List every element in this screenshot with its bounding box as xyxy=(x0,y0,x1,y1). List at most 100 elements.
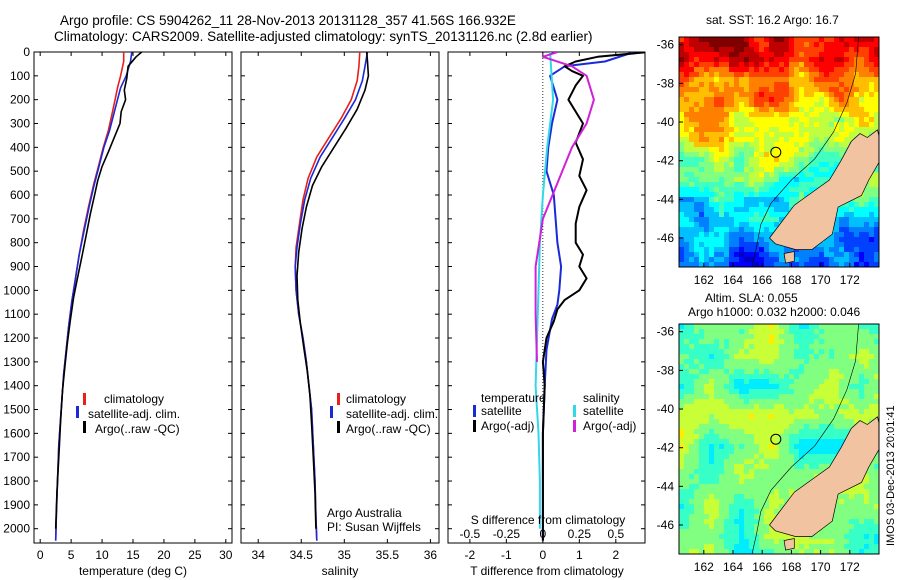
map-cell xyxy=(789,197,795,203)
map-cell xyxy=(744,137,750,143)
map-cell xyxy=(784,57,790,63)
map-cell xyxy=(734,424,740,430)
map-cell xyxy=(849,252,855,258)
map-cell xyxy=(784,142,790,148)
map-cell xyxy=(814,117,820,123)
map-y-tick-label: -46 xyxy=(657,518,675,532)
map-cell xyxy=(819,454,825,460)
x-tick-label: 0 xyxy=(37,548,44,562)
map-cell xyxy=(684,187,690,193)
map-cell xyxy=(834,364,840,370)
map-cell xyxy=(769,117,775,123)
map-cell xyxy=(859,52,865,58)
map-cell xyxy=(734,137,740,143)
map-cell xyxy=(699,359,705,365)
map-cell xyxy=(854,534,860,540)
map-cell xyxy=(694,237,700,243)
map-cell xyxy=(744,147,750,153)
map-cell xyxy=(774,389,780,395)
map-cell xyxy=(869,394,875,400)
sla-map-image xyxy=(679,324,879,554)
map-cell xyxy=(689,389,695,395)
map-cell xyxy=(874,399,879,405)
map-cell xyxy=(689,504,695,510)
sst-map-ticks: 162 164 166 168 170 172-36-38-40-42-44-46 xyxy=(657,38,860,287)
map-cell xyxy=(859,237,865,243)
map-cell xyxy=(694,499,700,505)
map-cell xyxy=(769,62,775,68)
map-cell xyxy=(769,177,775,183)
map-cell xyxy=(799,57,805,63)
map-cell xyxy=(779,77,785,83)
map-cell xyxy=(729,524,735,530)
map-cell xyxy=(839,389,845,395)
legend-title-temperature: temperature xyxy=(481,391,546,405)
map-cell xyxy=(679,389,685,395)
map-cell xyxy=(679,354,685,360)
map-cell xyxy=(679,162,685,168)
map-cell xyxy=(859,87,865,93)
map-cell xyxy=(709,509,715,515)
map-cell xyxy=(709,147,715,153)
map-cell xyxy=(829,152,835,158)
map-cell xyxy=(759,102,765,108)
land-mass-small xyxy=(783,538,795,551)
map-cell xyxy=(814,47,820,53)
map-cell xyxy=(719,187,725,193)
map-cell xyxy=(734,182,740,188)
map-cell xyxy=(689,137,695,143)
map-cell xyxy=(789,172,795,178)
map-cell xyxy=(814,369,820,375)
map-cell xyxy=(734,474,740,480)
map-cell xyxy=(694,369,700,375)
map-cell xyxy=(684,52,690,58)
map-cell xyxy=(789,329,795,335)
map-cell xyxy=(819,152,825,158)
map-cell xyxy=(789,414,795,420)
map-cell xyxy=(694,242,700,248)
map-cell xyxy=(744,414,750,420)
map-cell xyxy=(829,77,835,83)
series-line-climatology xyxy=(54,52,125,541)
legend-swatch-satellite xyxy=(76,406,79,418)
map-cell xyxy=(854,519,860,525)
map-cell xyxy=(754,257,760,263)
map-cell xyxy=(814,469,820,475)
map-cell xyxy=(819,529,825,535)
map-cell xyxy=(819,364,825,370)
map-cell xyxy=(704,399,710,405)
map-cell xyxy=(854,37,860,43)
map-cell xyxy=(779,217,785,223)
map-cell xyxy=(844,67,850,73)
map-cell xyxy=(734,349,740,355)
map-cell xyxy=(844,37,850,43)
map-cell xyxy=(769,92,775,98)
map-cell xyxy=(684,414,690,420)
map-cell xyxy=(869,212,875,218)
map-cell xyxy=(704,384,710,390)
map-cell xyxy=(824,147,830,153)
map-cell xyxy=(769,534,775,540)
map-cell xyxy=(719,57,725,63)
map-cell xyxy=(734,247,740,253)
map-cell xyxy=(804,384,810,390)
map-cell xyxy=(864,77,870,83)
map-cell xyxy=(739,499,745,505)
map-cell xyxy=(859,57,865,63)
map-cell xyxy=(789,399,795,405)
map-cell xyxy=(704,339,710,345)
map-cell xyxy=(834,132,840,138)
map-cell xyxy=(864,67,870,73)
map-cell xyxy=(754,67,760,73)
map-cell xyxy=(779,187,785,193)
map-cell xyxy=(849,47,855,53)
map-cell xyxy=(749,212,755,218)
map-cell xyxy=(794,444,800,450)
map-cell xyxy=(824,454,830,460)
map-cell xyxy=(809,142,815,148)
map-cell xyxy=(694,334,700,340)
map-cell xyxy=(829,459,835,465)
map-cell xyxy=(734,42,740,48)
map-cell xyxy=(694,339,700,345)
map-cell xyxy=(874,359,879,365)
